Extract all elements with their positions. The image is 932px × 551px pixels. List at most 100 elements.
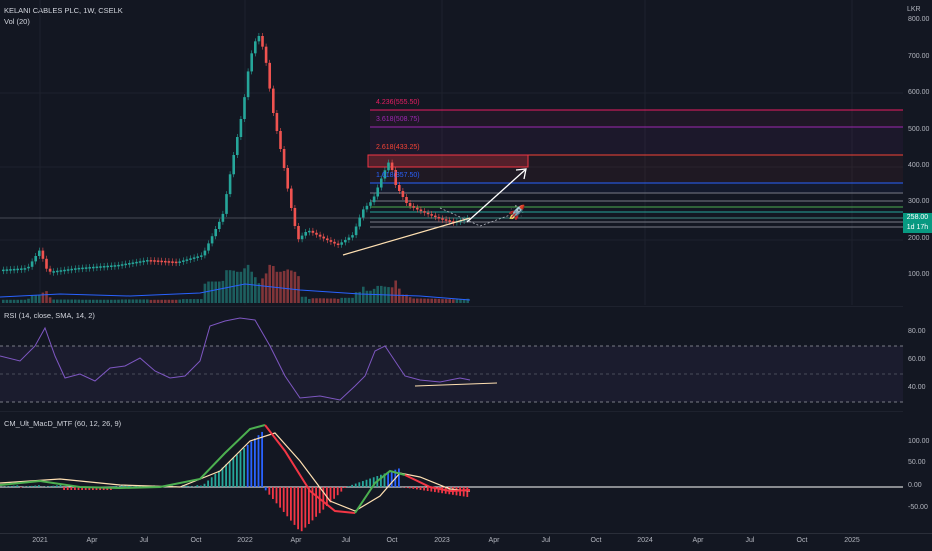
- volume-bar: [52, 300, 55, 303]
- volume-bar: [13, 300, 16, 303]
- candle: [182, 260, 185, 262]
- volume-bar: [211, 282, 214, 303]
- volume-bar: [416, 298, 419, 303]
- volume-bar: [85, 300, 88, 303]
- bar-countdown: 1d 17h: [903, 223, 932, 233]
- candle: [430, 214, 433, 216]
- histogram-bar: [412, 487, 414, 489]
- volume-bar: [412, 298, 415, 303]
- volume-bar: [99, 300, 102, 303]
- macd-axis[interactable]: 100.00 50.00 0.00 -50.00: [903, 411, 932, 533]
- candle: [232, 155, 235, 174]
- candle: [13, 269, 16, 271]
- histogram-bar: [229, 461, 231, 487]
- candle: [358, 218, 361, 227]
- volume-bar: [261, 278, 264, 303]
- candle: [193, 257, 196, 259]
- volume-bar: [189, 299, 192, 303]
- candle: [204, 251, 207, 256]
- candle: [258, 36, 261, 41]
- volume-bar: [369, 291, 372, 303]
- candle: [168, 261, 171, 263]
- macd-legend[interactable]: CM_Ult_MacD_MTF (60, 12, 26, 9): [4, 419, 121, 428]
- candle: [283, 149, 286, 168]
- volume-bar: [301, 297, 304, 303]
- candle: [189, 258, 192, 260]
- candle: [164, 261, 167, 263]
- candle: [438, 217, 441, 219]
- histogram-bar: [236, 455, 238, 487]
- histogram-bar: [211, 477, 213, 487]
- macd-pane[interactable]: [0, 411, 903, 533]
- histogram-bar: [283, 487, 285, 512]
- histogram-bar: [268, 487, 270, 495]
- price-chart[interactable]: 🚀: [0, 0, 903, 305]
- candle: [301, 236, 304, 240]
- candle: [286, 168, 289, 189]
- rsi-pane[interactable]: [0, 306, 903, 410]
- volume-bar: [304, 297, 307, 303]
- candle: [398, 185, 401, 191]
- volume-bar: [445, 299, 448, 303]
- histogram-bar: [279, 487, 281, 508]
- candle: [330, 240, 333, 242]
- volume-bar: [67, 300, 70, 303]
- histogram-bar: [222, 468, 224, 487]
- histogram-bar: [247, 445, 249, 487]
- candle: [139, 261, 142, 263]
- volume-bar: [24, 300, 27, 303]
- histogram-bar: [67, 487, 69, 490]
- candle: [78, 268, 81, 270]
- candle: [16, 269, 19, 271]
- histogram-bar: [369, 479, 371, 487]
- candle: [218, 222, 221, 229]
- volume-bar: [456, 299, 459, 303]
- volume-bar: [240, 272, 243, 303]
- candle: [427, 213, 430, 215]
- volume-bar: [423, 299, 426, 303]
- histogram-bar: [355, 484, 357, 487]
- candle: [344, 240, 347, 242]
- volume-bar: [459, 299, 462, 303]
- rsi-axis[interactable]: 80.00 60.00 40.00: [903, 306, 932, 410]
- volume-bar: [290, 271, 293, 303]
- histogram-bar: [427, 487, 429, 491]
- candle: [38, 251, 41, 256]
- candle: [351, 235, 354, 237]
- candle: [290, 189, 293, 208]
- volume-bar: [340, 298, 343, 303]
- fib-zone-4236: [370, 110, 903, 127]
- macd-histogram: [2, 432, 468, 531]
- volume-bar: [326, 298, 329, 303]
- histogram-bar: [276, 487, 278, 503]
- volume-bar: [20, 300, 23, 303]
- candle: [448, 220, 451, 222]
- histogram-bar: [20, 487, 22, 488]
- candle: [74, 268, 77, 270]
- candle: [178, 261, 181, 263]
- candle: [92, 267, 95, 269]
- volume-bar: [2, 300, 5, 303]
- candle: [49, 269, 52, 272]
- candle: [214, 229, 217, 236]
- candle: [333, 242, 336, 244]
- histogram-bar: [301, 487, 303, 531]
- candle: [434, 216, 437, 218]
- volume-bar: [272, 266, 275, 303]
- volume-bar: [78, 300, 81, 303]
- volume-bar: [124, 299, 127, 303]
- candle: [240, 119, 243, 137]
- candle: [315, 233, 318, 235]
- histogram-bar: [366, 480, 368, 487]
- candle: [322, 237, 325, 239]
- volume-bar: [81, 300, 84, 303]
- histogram-bar: [6, 486, 8, 487]
- price-axis[interactable]: 800.00 700.00 600.00 500.00 400.00 300.0…: [903, 0, 932, 305]
- histogram-bar: [232, 458, 234, 487]
- histogram-bar: [186, 486, 188, 487]
- volume-bar: [333, 298, 336, 303]
- candle: [225, 194, 228, 214]
- rsi-legend[interactable]: RSI (14, close, SMA, 14, 2): [4, 311, 95, 320]
- candle: [340, 242, 343, 244]
- volume-bar: [286, 269, 289, 303]
